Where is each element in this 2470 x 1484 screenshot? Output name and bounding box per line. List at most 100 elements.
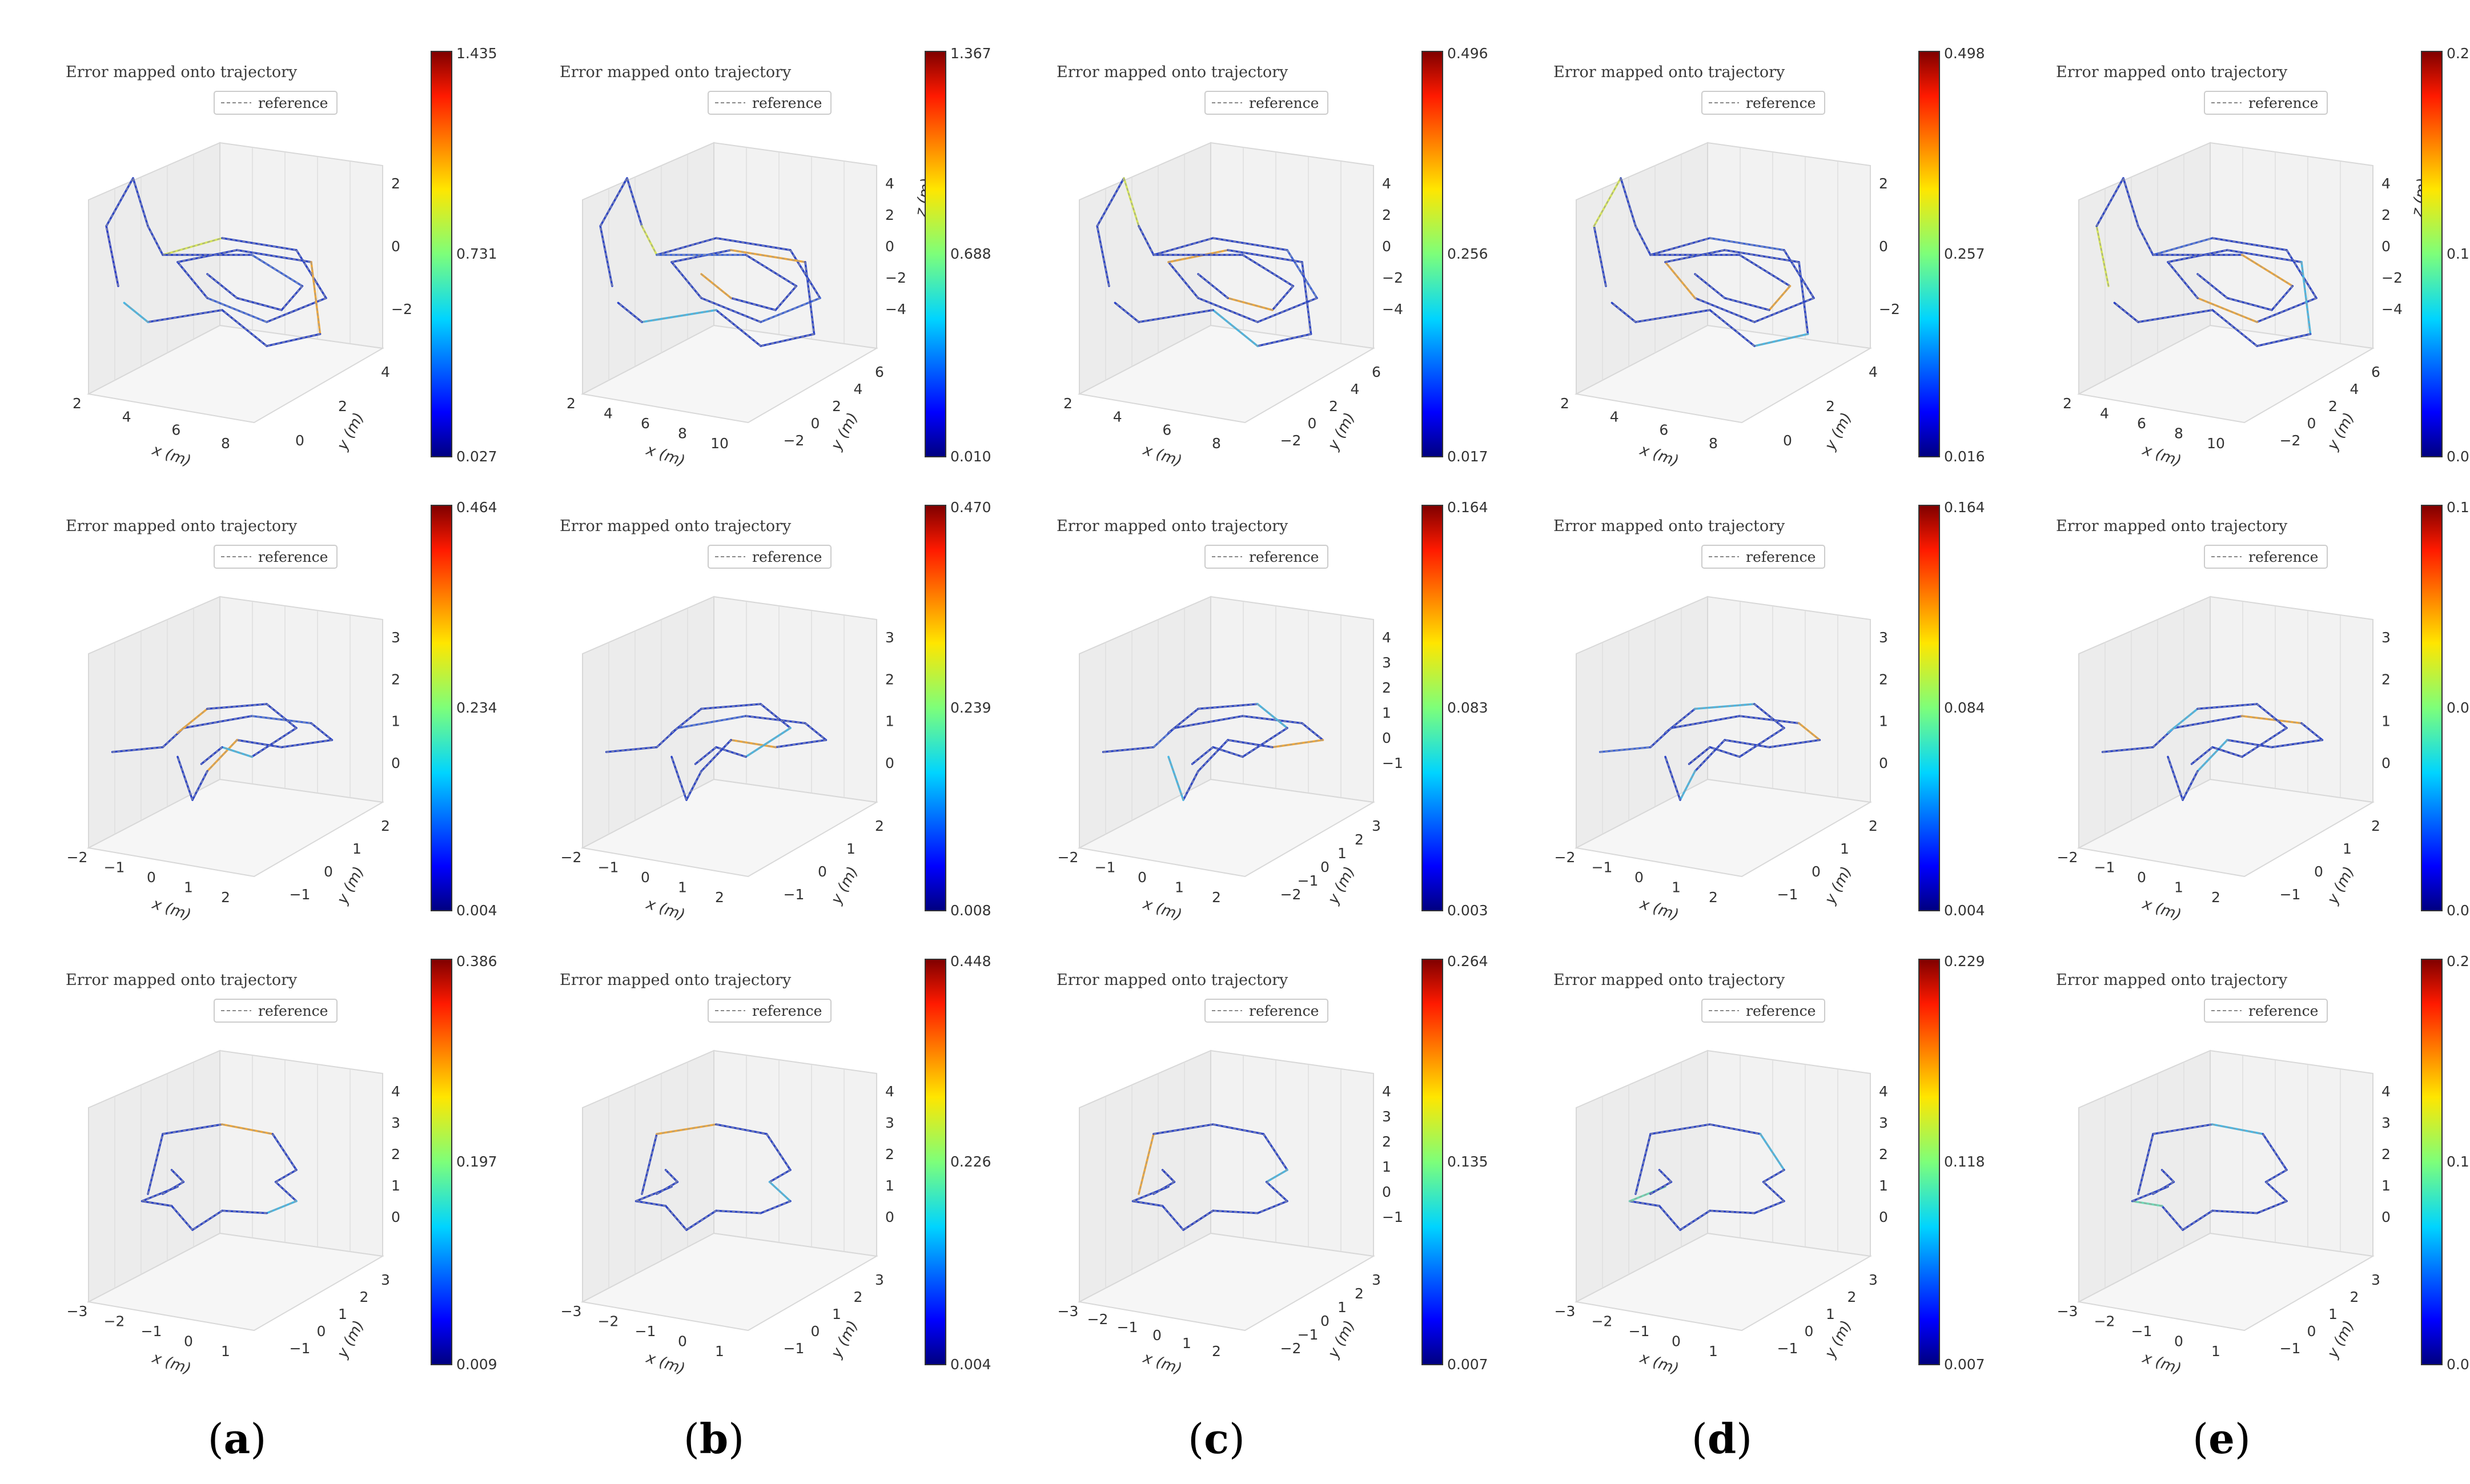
reference-segment [1620,178,1636,227]
subplot-grid: Error mapped onto trajectory reference 2 4 6… [66,45,2470,1378]
reference-segment [1659,1205,1681,1230]
x-tick-label: −2 [1592,1313,1613,1330]
colorbar-gradient [1918,959,1940,1365]
error-trajectory [1096,177,1318,347]
x-tick-label: −2 [1555,849,1576,866]
x-tick-label: 1 [678,879,687,896]
reference-segment [1174,715,1243,729]
trajectory-segment [1610,301,1637,323]
z-tick-label: 1 [885,713,894,730]
reference-segment [2227,250,2302,263]
reference-segment [2197,297,2258,323]
reference-segment [171,1169,184,1183]
z-tick-label: 0 [885,1209,894,1225]
y-tick-label: 0 [1783,432,1792,449]
colorbar-min: 0.004 [456,902,497,919]
reference-segment [1242,727,1288,758]
z-tick-label: 3 [885,629,894,646]
reference-segment [2212,1210,2258,1214]
y-tick-label: 0 [2307,415,2316,432]
reference-segment [1198,274,1228,299]
z-tick-label: 1 [1879,1177,1888,1194]
z-tick-label: −4 [2381,301,2403,317]
x-tick-label: −1 [635,1323,656,1340]
legend: reference [2204,999,2328,1023]
x-tick-label: −3 [1555,1303,1576,1320]
y-tick-label: 2 [338,398,347,415]
x-tick-label: 10 [2207,435,2225,452]
axes-3d [1077,596,1376,878]
y-axis-label: y (m) [334,410,367,453]
y-tick-label: 1 [1338,845,1347,862]
reference-segment [2182,1210,2213,1230]
z-tick-label: 2 [885,207,894,223]
legend-label: reference [1746,95,1816,111]
reference-segment [1168,708,1199,733]
reference-segment [1168,757,1184,801]
reference-segment [701,297,761,323]
x-tick-label: 0 [184,1333,193,1350]
panel-label-a: (a) [208,1414,267,1463]
reference-segment [716,238,791,251]
reference-segment [1760,1133,1785,1171]
x-axis-label: x (m) [1637,441,1681,470]
trajectory-segment [745,254,798,287]
reference-segment [1680,1210,1710,1230]
x-tick-label: −2 [2094,1313,2115,1330]
z-tick-label: 3 [391,629,400,646]
reference-segment [311,723,332,741]
back-pane-right [219,142,383,349]
reference-segment [2256,333,2311,347]
reference-segment [266,703,297,729]
colorbar-mid: 0.256 [1447,246,1488,262]
z-tick-label: 0 [885,755,894,771]
x-tick-label: 6 [1659,422,1668,439]
error-trajectory [111,703,334,801]
reference-segment [236,250,312,263]
subplot-b-1: Error mapped onto trajectoryreference246… [560,45,991,470]
reference-segment [626,178,642,227]
back-pane-right [219,1049,383,1257]
reference-segment [1694,274,1725,299]
colorbar-mid: 0.731 [456,246,497,262]
reference-segment [2123,178,2139,227]
colorbar-min: 0.017 [1447,448,1488,465]
z-tick-label: 2 [1382,207,1391,223]
x-tick-label: −2 [104,1313,125,1330]
subplot-a-1: Error mapped onto trajectory reference 2 4 6… [66,45,497,470]
legend: reference [1701,545,1825,569]
x-tick-label: 1 [2211,1343,2220,1360]
y-tick-label: 1 [338,1306,347,1322]
y-tick-label: 3 [1869,1272,1878,1288]
x-tick-label: 6 [641,415,650,432]
y-tick-label: −1 [784,1340,805,1357]
reference-segment [656,238,717,256]
legend-label: reference [1249,1003,1319,1019]
reference-segment [2227,739,2272,748]
colorbar: 0.142 0.078 0.013 [2421,499,2470,919]
colorbar-max: 0.239 [2447,953,2470,970]
reference-segment [222,1124,273,1135]
panel-letter: a [224,1414,251,1463]
colorbar-min: 0.007 [1944,1356,1985,1373]
y-tick-label: 1 [1338,1299,1347,1316]
legend: reference [708,91,832,115]
reference-segment [2152,1181,2174,1195]
panel-label-d: (d) [1692,1414,1753,1463]
x-tick-label: 8 [1709,435,1718,452]
z-tick-label: 3 [391,1115,400,1131]
error-trajectory [105,177,327,347]
y-tick-label: 0 [1805,1323,1814,1340]
reference-segment [641,226,657,255]
error-trajectory [2095,177,2318,347]
reference-segment [1709,1124,1761,1135]
axes-3d [86,596,385,878]
reference-segment [1302,262,1312,335]
reference-segment [1257,703,1288,729]
colorbar-max: 0.264 [1447,953,1488,970]
reference-segment [1257,333,1311,347]
plot-title: Error mapped onto trajectory [66,971,298,989]
y-tick-label: 4 [381,364,390,380]
x-tick-label: 0 [641,869,650,886]
trajectory-segment [1114,301,1140,323]
